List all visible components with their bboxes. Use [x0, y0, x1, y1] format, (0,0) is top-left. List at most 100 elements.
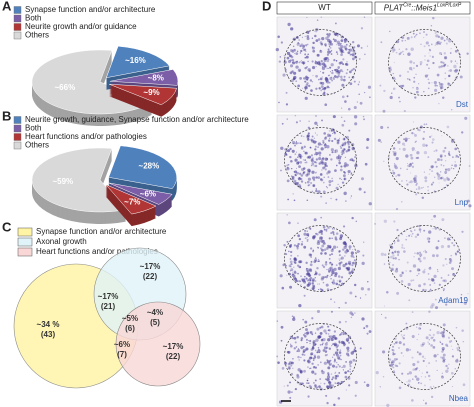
stain-dot: [453, 244, 456, 247]
stain-dot: [330, 76, 332, 78]
stain-dot: [343, 51, 345, 53]
stain-dot: [437, 240, 440, 243]
stain-dot: [342, 58, 345, 61]
stain-dot: [439, 153, 443, 157]
stain-dot: [416, 151, 420, 155]
stain-dot: [340, 39, 344, 43]
stain-dot: [329, 275, 331, 278]
venn-percent: ~17%: [98, 292, 119, 301]
stain-dot: [318, 260, 320, 263]
stain-dot: [337, 43, 341, 47]
stain-dot: [305, 261, 308, 265]
legend-swatch: [13, 31, 22, 40]
panel-letter: C: [2, 219, 12, 234]
stain-dot: [303, 150, 305, 152]
stain-dot: [301, 382, 304, 385]
stain-dot: [324, 354, 327, 357]
stain-dot: [311, 287, 315, 291]
stain-dot: [356, 249, 360, 254]
stain-dot: [287, 198, 289, 201]
stain-dot: [423, 45, 426, 48]
stain-dot: [308, 155, 312, 159]
stain-dot: [320, 232, 323, 235]
stain-dot: [335, 164, 338, 167]
stain-dot: [433, 150, 435, 152]
stain-dot: [298, 163, 300, 165]
stain-dot: [338, 351, 342, 354]
venn-circle: [115, 301, 201, 387]
stain-dot: [358, 187, 362, 191]
stain-dot: [438, 81, 441, 84]
stain-dot: [342, 331, 346, 335]
stain-dot: [341, 181, 345, 184]
stain-dot: [410, 36, 413, 39]
stain-dot: [451, 371, 454, 375]
stain-dot: [398, 96, 400, 99]
stain-dot: [329, 261, 332, 264]
stain-dot: [427, 185, 429, 188]
stain-dot: [401, 246, 404, 249]
stain-dot: [304, 96, 308, 100]
stain-dot: [312, 184, 315, 187]
stain-dot: [394, 269, 399, 273]
stain-dot: [374, 222, 376, 225]
stain-dot: [440, 245, 445, 249]
stain-dot: [332, 232, 335, 234]
stain-dot: [392, 48, 396, 52]
stain-dot: [291, 71, 293, 73]
venn-percent: ~4%: [147, 308, 163, 317]
stain-dot: [346, 349, 350, 352]
stain-dot: [285, 150, 288, 152]
stain-dot: [397, 173, 401, 177]
stain-dot: [296, 336, 299, 339]
stain-dot: [399, 148, 401, 150]
stain-dot: [332, 334, 336, 339]
stain-dot: [329, 76, 333, 81]
stain-dot: [340, 358, 342, 361]
stain-dot: [446, 176, 449, 180]
stain-dot: [306, 283, 310, 287]
stain-dot: [337, 74, 340, 78]
stain-dot: [352, 49, 356, 53]
stain-dot: [432, 181, 435, 184]
stain-dot: [327, 48, 330, 51]
stain-dot: [348, 270, 350, 272]
stain-dot: [310, 164, 313, 167]
stain-dot: [406, 180, 408, 182]
stain-dot: [334, 351, 339, 355]
stain-dot: [323, 132, 326, 135]
stain-dot: [349, 365, 352, 368]
stain-dot: [299, 61, 301, 63]
stain-dot: [428, 237, 431, 240]
stain-dot: [288, 367, 291, 370]
stain-dot: [285, 264, 287, 267]
stain-dot: [323, 248, 327, 252]
stain-dot: [301, 240, 304, 243]
stain-dot: [367, 281, 369, 283]
stain-dot: [325, 81, 328, 83]
stain-dot: [325, 230, 328, 232]
stain-dot: [339, 185, 341, 187]
stain-dot: [446, 345, 449, 348]
stain-dot: [455, 326, 458, 329]
stain-dot: [329, 335, 333, 339]
stain-dot: [329, 137, 331, 139]
stain-dot: [314, 277, 316, 279]
stain-dot: [279, 274, 283, 278]
stain-dot: [292, 142, 295, 145]
stain-dot: [456, 347, 458, 349]
stain-dot: [340, 78, 344, 81]
legend-swatch: [13, 14, 22, 23]
stain-dot: [316, 351, 318, 353]
stain-dot: [311, 162, 315, 166]
stain-dot: [440, 41, 442, 44]
stain-dot: [435, 41, 439, 46]
stain-dot: [328, 180, 332, 184]
stain-dot: [444, 57, 447, 59]
stain-dot: [309, 247, 313, 250]
stain-dot: [326, 346, 329, 349]
legend-swatch: [13, 6, 22, 14]
stain-dot: [429, 386, 432, 389]
stain-dot: [405, 322, 408, 325]
stain-dot: [299, 52, 302, 54]
